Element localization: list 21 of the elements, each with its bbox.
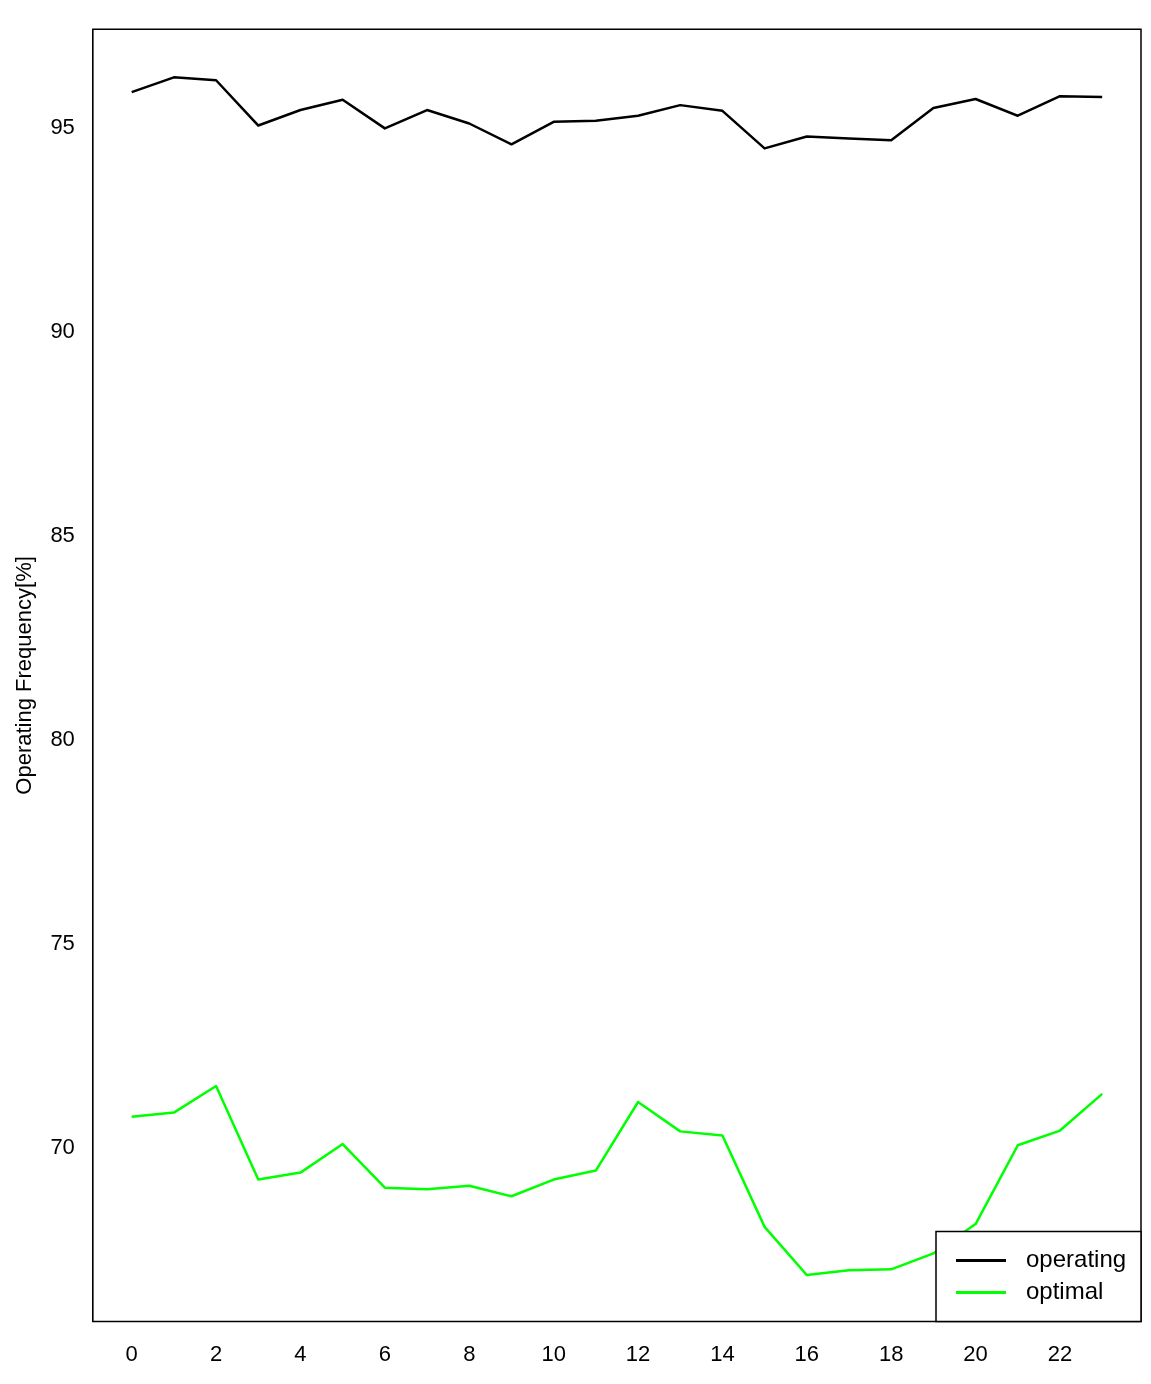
x-tick-label: 4 <box>294 1340 307 1366</box>
y-tick-label: 95 <box>50 113 75 139</box>
y-tick-label: 85 <box>50 521 75 547</box>
x-tick-label: 0 <box>125 1340 138 1366</box>
x-tick-label: 18 <box>878 1340 904 1366</box>
y-tick-label: 75 <box>50 930 75 956</box>
y-tick-label: 80 <box>50 725 75 751</box>
x-tick-label: 12 <box>625 1340 651 1366</box>
x-tick-label: 20 <box>963 1340 988 1366</box>
x-tick-label: 14 <box>710 1340 735 1366</box>
x-tick-label: 6 <box>378 1340 391 1366</box>
y-axis-title: Operating Frequency[%] <box>11 556 37 795</box>
x-tick-label: 2 <box>209 1340 223 1366</box>
x-tick-label: 8 <box>463 1340 476 1366</box>
y-tick-label: 70 <box>50 1134 75 1160</box>
legend-label: optimal <box>1026 1277 1104 1305</box>
x-tick-label: 22 <box>1047 1340 1073 1366</box>
y-tick-label: 90 <box>50 317 75 343</box>
x-tick-label: 16 <box>794 1340 820 1366</box>
legend-label: operating <box>1026 1245 1127 1273</box>
x-tick-label: 10 <box>541 1340 566 1366</box>
